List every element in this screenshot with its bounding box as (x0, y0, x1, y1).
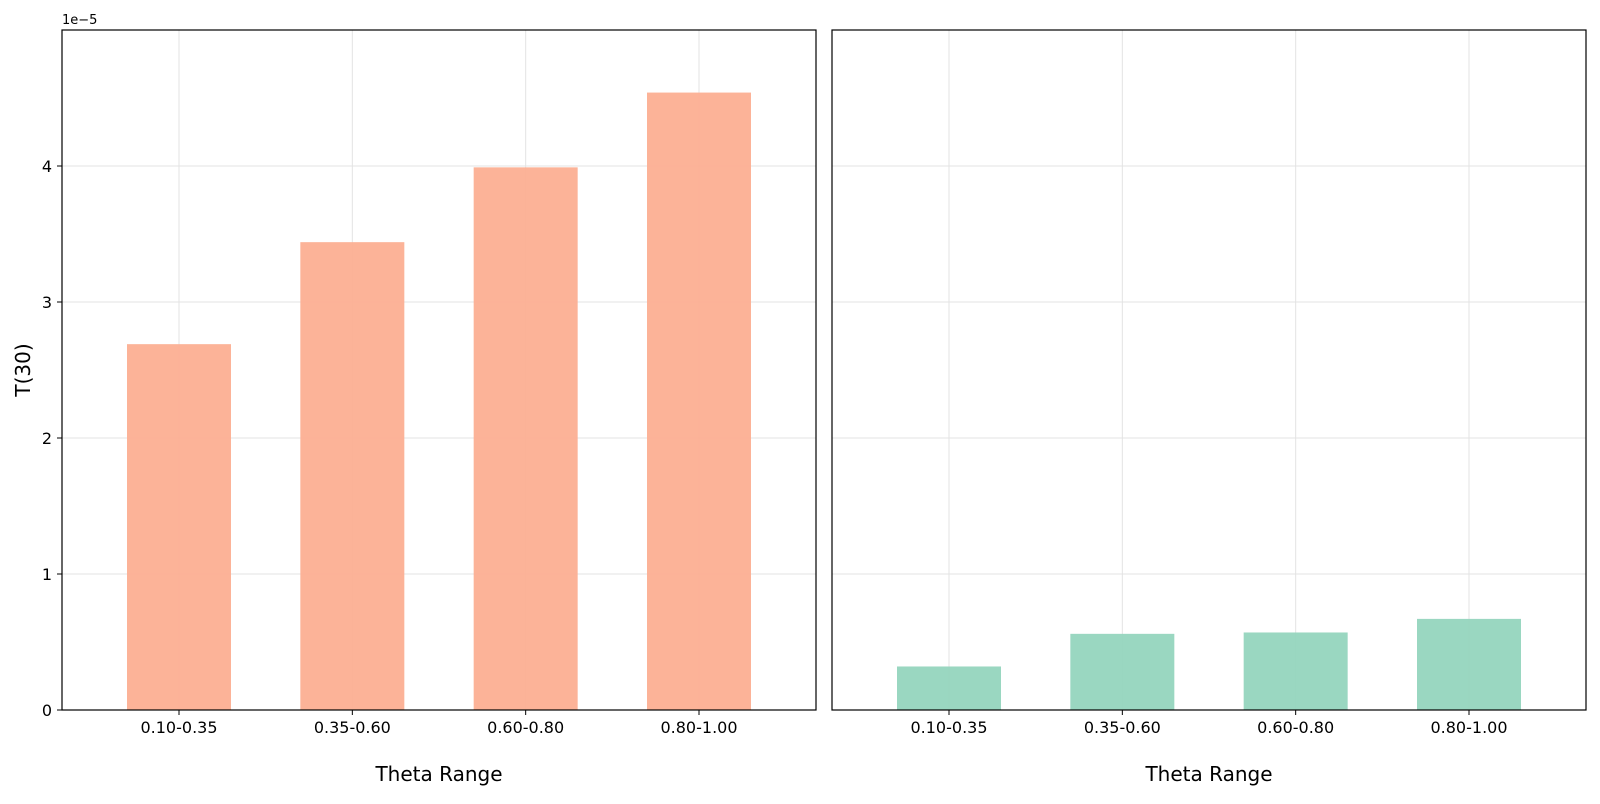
y-tick-label: 3 (42, 293, 52, 312)
right-grid (832, 30, 1586, 710)
bar-0.80-1.00 (647, 92, 751, 710)
bar-0.10-0.35 (897, 666, 1001, 710)
y-tick-label: 0 (42, 701, 52, 720)
right-panel: 0.10-0.35 0.35-0.60 0.60-0.80 0.80-1.00 The… (831, 29, 1587, 786)
x-tick-label: 0.10-0.35 (910, 718, 987, 737)
left-y-axis-label: T(30) (11, 343, 35, 397)
bar-0.35-0.60 (300, 242, 405, 710)
left-panel: 0.10-0.35 0.35-0.60 0.60-0.80 0.80-1.00 0 1 2… (11, 13, 817, 786)
x-tick-label: 0.60-0.80 (487, 718, 564, 737)
left-bars (127, 92, 751, 711)
bar-0.80-1.00 (1417, 618, 1521, 710)
left-x-axis-label: Theta Range (374, 762, 502, 786)
bar-0.60-0.80 (1243, 632, 1348, 710)
x-tick-label: 0.80-1.00 (660, 718, 737, 737)
left-offset-text: 1e−5 (62, 13, 97, 28)
left-x-ticks: 0.10-0.35 0.35-0.60 0.60-0.80 0.80-1.00 (140, 710, 738, 737)
x-tick-label: 0.35-0.60 (314, 718, 391, 737)
y-tick-label: 1 (42, 565, 52, 584)
right-bars (897, 618, 1521, 710)
bar-0.60-0.80 (473, 167, 578, 711)
y-tick-label: 4 (42, 157, 52, 176)
left-y-ticks: 0 1 2 3 4 (42, 157, 62, 720)
right-x-axis-label: Theta Range (1144, 762, 1272, 786)
left-axes-frame (61, 29, 817, 711)
x-tick-label: 0.60-0.80 (1257, 718, 1334, 737)
x-tick-label: 0.35-0.60 (1084, 718, 1161, 737)
y-tick-label: 2 (42, 429, 52, 448)
right-axes-frame (831, 29, 1587, 711)
bar-0.10-0.35 (127, 344, 231, 710)
x-tick-label: 0.80-1.00 (1430, 718, 1507, 737)
right-x-ticks: 0.10-0.35 0.35-0.60 0.60-0.80 0.80-1.00 (910, 710, 1508, 737)
bar-0.35-0.60 (1070, 633, 1175, 710)
x-tick-label: 0.10-0.35 (140, 718, 217, 737)
